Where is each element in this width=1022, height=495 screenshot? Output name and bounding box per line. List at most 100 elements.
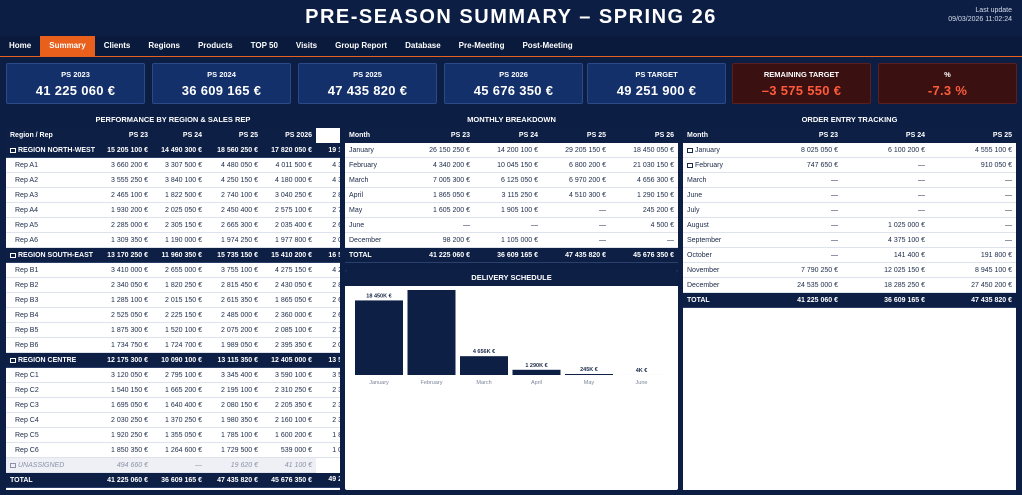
column-header: PS 25 <box>929 128 1016 143</box>
cell: 4 656 300 € <box>610 172 678 188</box>
table-row: June — — —4 500 € <box>345 217 678 233</box>
kpi-value: 41 225 060 € <box>35 83 116 98</box>
row-label-text: January <box>695 146 720 154</box>
cell: 47 435 820 € <box>542 247 610 263</box>
kpi-value: 36 609 165 € <box>181 83 262 98</box>
table-row: Rep C5 1 920 250 €1 355 050 €1 785 100 €1… <box>6 427 340 443</box>
cell: — <box>929 232 1016 248</box>
cell: 1 875 300 € <box>98 322 152 338</box>
table-row: Rep A5 2 285 000 €2 305 150 €2 665 300 €2… <box>6 217 340 233</box>
cell: 4 555 100 € <box>929 143 1016 158</box>
cell: 8 945 100 € <box>929 262 1016 278</box>
row-label-text: May <box>349 206 363 214</box>
x-tick-label: June <box>636 380 648 386</box>
header-row: Region / Rep PS 23 PS 24 PS 25 PS 2026 <box>6 128 340 143</box>
table-row: Rep B4 2 525 050 €2 225 150 €2 485 000 €2… <box>6 307 340 323</box>
table: Month PS 23 PS 24 PS 25 PS 26 January 26 150 2… <box>345 128 678 263</box>
value-label: 1 290K € <box>525 363 547 369</box>
panel-title: MONTHLY BREAKDOWN <box>467 115 556 124</box>
column-header: Region / Rep <box>6 128 98 143</box>
nav-tab[interactable]: Database <box>405 41 441 50</box>
cell: 2 085 100 € <box>262 322 316 338</box>
cell: 4 3 <box>316 172 340 188</box>
cell: 2 615 350 € <box>206 292 262 308</box>
nav-tab[interactable]: Products <box>197 41 233 50</box>
row-label: January <box>683 143 755 158</box>
cell: 3 040 250 € <box>262 187 316 203</box>
cell: 2 465 100 € <box>98 187 152 203</box>
cell: 3 555 250 € <box>98 172 152 188</box>
cell: 27 450 200 € <box>929 277 1016 293</box>
nav-tab[interactable]: TOP 50 <box>250 41 278 50</box>
row-label-text: January <box>349 146 374 154</box>
nav-tab[interactable]: Visits <box>295 41 318 50</box>
row-label-text: Rep C3 <box>15 401 39 409</box>
table-row: Rep B6 1 734 750 €1 724 700 €1 989 050 €2… <box>6 337 340 353</box>
cell: 2 285 000 € <box>98 217 152 233</box>
cell: 747 650 € <box>755 157 842 173</box>
cell: 3 590 100 € <box>262 367 316 383</box>
row-label: December <box>345 232 406 248</box>
cell: — <box>542 232 610 248</box>
cell: 10 045 150 € <box>474 157 542 173</box>
nav-tab[interactable]: Clients <box>103 41 131 50</box>
x-tick-label: March <box>476 380 491 386</box>
cell: 2 025 050 € <box>152 202 206 218</box>
cell: — <box>842 202 929 218</box>
cell: 2 795 100 € <box>152 367 206 383</box>
cell: 2 740 100 € <box>206 187 262 203</box>
row-label-text: Rep B3 <box>15 296 39 304</box>
nav-tab[interactable]: Summary <box>40 36 95 56</box>
cell: 2 655 000 € <box>152 262 206 278</box>
cell: 2 485 000 € <box>206 307 262 323</box>
cell: 3 5 <box>316 367 340 383</box>
nav-tab[interactable]: Post-Meeting <box>522 41 573 50</box>
nav-tab[interactable]: Home <box>9 41 32 50</box>
chart-title: DELIVERY SCHEDULE <box>345 270 678 286</box>
cell: 26 150 250 € <box>406 143 474 158</box>
kpi-label: PS TARGET <box>635 70 678 79</box>
table-row: Rep A4 1 930 200 €2 025 050 €2 450 400 €2… <box>6 202 340 218</box>
column-header: PS 23 <box>98 128 152 143</box>
cell: 1 865 050 € <box>406 187 474 203</box>
column-header: PS 24 <box>474 128 542 143</box>
table-row: March — — — <box>683 172 1016 188</box>
cell: — <box>755 217 842 233</box>
row-label: Rep A6 <box>6 232 98 248</box>
table-row: Rep B5 1 875 300 €1 520 100 €2 075 200 €2… <box>6 322 340 338</box>
value-label: 4K € <box>636 368 648 374</box>
expand-icon <box>687 147 693 153</box>
cell: 14 490 300 € <box>152 143 206 158</box>
cell: 1 977 800 € <box>262 232 316 248</box>
nav-tab[interactable]: Group Report <box>335 41 388 50</box>
row-label: December <box>683 277 755 293</box>
cell: 6 800 200 € <box>542 157 610 173</box>
nav-tab[interactable]: Pre-Meeting <box>458 41 505 50</box>
table-row: Rep A6 1 309 350 €1 190 000 €1 974 250 €1… <box>6 232 340 248</box>
cell: 3 120 050 € <box>98 367 152 383</box>
column-header: PS 25 <box>206 128 262 143</box>
column-header: Month <box>345 128 406 143</box>
value-label: 4 656K € <box>473 349 495 355</box>
cell: 4 510 300 € <box>542 187 610 203</box>
expand-icon <box>10 252 16 258</box>
kpi-label: % <box>944 70 951 79</box>
row-label: Rep C5 <box>6 427 98 443</box>
cell: 8 025 050 € <box>755 143 842 158</box>
table-row: November 7 790 250 €12 025 150 €8 945 100… <box>683 262 1016 278</box>
row-label-text: Rep B2 <box>15 281 39 289</box>
value-label: 18 450K € <box>366 293 391 299</box>
cell: 4 011 500 € <box>262 157 316 173</box>
cell: 2 6 <box>316 217 340 233</box>
cell: 1 025 000 € <box>842 217 929 233</box>
cell: 3 840 100 € <box>152 172 206 188</box>
last-update: Last update 09/03/2026 11:02:24 <box>948 6 1012 24</box>
table-row: February 4 340 200 €10 045 150 €6 800 200… <box>345 157 678 173</box>
table-row: December 24 535 000 €18 285 250 €27 450 2… <box>683 277 1016 293</box>
nav-tab[interactable]: Regions <box>148 41 180 50</box>
row-label-text: November <box>687 266 720 274</box>
x-tick-label: April <box>531 380 542 386</box>
row-label-text: Rep B4 <box>15 311 39 319</box>
column-header: PS 24 <box>152 128 206 143</box>
table-row: TOTAL 41 225 060 €36 609 165 €47 435 820 … <box>6 472 340 488</box>
